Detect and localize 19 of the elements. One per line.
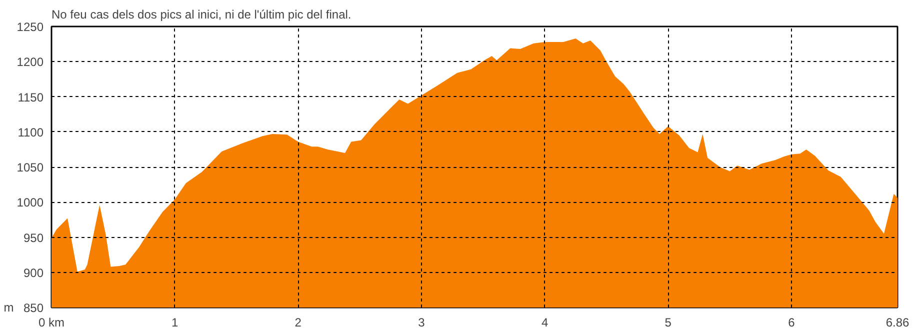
y-tick-label: 1150 [18,90,44,104]
x-tick-label: 3 [418,316,426,330]
x-tick-label: 6.86 [886,316,910,330]
y-tick-label: 850 [23,301,44,315]
y-tick-label: 1000 [16,196,44,210]
x-tick-label: 6 [788,316,796,330]
x-tick-label: 2 [294,316,302,330]
y-tick-label: 900 [23,266,44,280]
y-tick-label: 1100 [18,125,44,140]
x-tick-label: 4 [541,316,548,330]
chart-title: No feu cas dels dos pics al inici, ni de l'últim pic del final. [52,8,352,22]
x-tick-label: 1 [171,316,178,330]
x-tick-label: 0 km [38,316,65,330]
y-tick-label: 1250 [16,20,44,34]
y-axis-title: m [4,300,14,314]
y-tick-label: 1050 [16,160,44,174]
x-tick-label: 5 [664,316,672,330]
y-tick-label: 950 [23,230,44,245]
y-tick-label: 1200 [16,55,44,70]
